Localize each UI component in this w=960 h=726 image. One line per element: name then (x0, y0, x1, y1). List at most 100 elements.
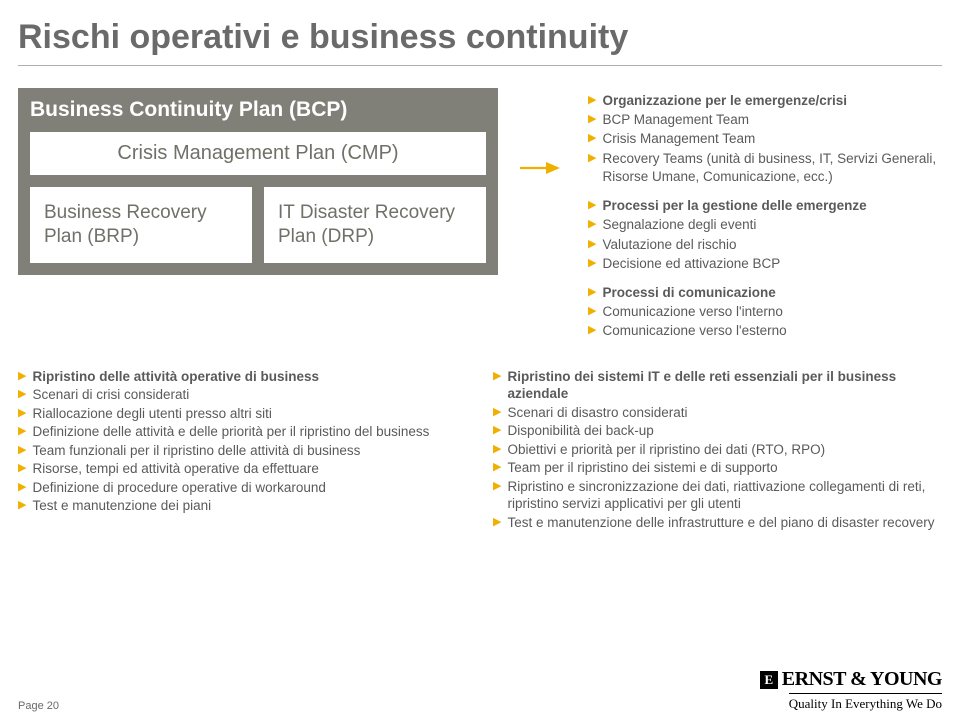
bullet-icon: ▶ (588, 111, 596, 129)
list-item-text: BCP Management Team (602, 111, 942, 129)
bullet-icon: ▶ (588, 284, 596, 302)
list-item-text: Team funzionali per il ripristino delle … (32, 442, 467, 460)
bullet-icon: ▶ (588, 197, 596, 215)
list-item-text: Scenari di crisi considerati (32, 386, 467, 404)
bullet-icon: ▶ (18, 423, 26, 441)
list-item-text: Crisis Management Team (602, 130, 942, 148)
bullet-icon: ▶ (588, 130, 596, 148)
list-item-text: Processi di comunicazione (602, 284, 942, 302)
list-item-text: Disponibilità dei back-up (507, 422, 942, 440)
cmp-box: Crisis Management Plan (CMP) (30, 132, 486, 175)
list-item-text: Test e manutenzione dei piani (32, 497, 467, 515)
bullet-icon: ▶ (493, 422, 501, 440)
list-item-text: Team per il ripristino dei sistemi e di … (507, 459, 942, 477)
bcp-diagram: Business Continuity Plan (BCP) Crisis Ma… (18, 88, 498, 342)
list-item: ▶ Test e manutenzione dei piani (18, 497, 467, 515)
bullet-icon: ▶ (588, 255, 596, 273)
list-item: ▶ Disponibilità dei back-up (493, 422, 942, 440)
list-item: ▶ Organizzazione per le emergenze/crisi (588, 92, 942, 110)
ey-logo: E ERNST & YOUNG (760, 668, 942, 691)
ey-tagline: Quality In Everything We Do (789, 693, 942, 712)
bullet-icon: ▶ (18, 479, 26, 497)
list-item-text: Riallocazione degli utenti presso altri … (32, 405, 467, 423)
list-item-text: Definizione delle attività e delle prior… (32, 423, 467, 441)
ey-logo-block: E ERNST & YOUNG Quality In Everything We… (760, 668, 942, 712)
list-item-text: Valutazione del rischio (602, 236, 942, 254)
list-item: ▶ Processi di comunicazione (588, 284, 942, 302)
list-item: ▶ Comunicazione verso l'esterno (588, 322, 942, 340)
bottom-right-col: ▶Ripristino dei sistemi IT e delle reti … (493, 368, 942, 533)
bullet-icon: ▶ (493, 478, 501, 513)
page-title: Rischi operativi e business continuity (0, 0, 960, 65)
top-row: Business Continuity Plan (BCP) Crisis Ma… (0, 88, 960, 342)
bullet-icon: ▶ (588, 216, 596, 234)
list-item: ▶ BCP Management Team (588, 111, 942, 129)
list-item: ▶ Test e manutenzione delle infrastruttur… (493, 514, 942, 532)
bullet-icon: ▶ (18, 497, 26, 515)
list-item: ▶ Scenari di disastro considerati (493, 404, 942, 422)
bottom-left-col: ▶ Ripristino delle attività operative di … (18, 368, 467, 533)
bullet-icon: ▶ (18, 442, 26, 460)
bullet-icon: ▶ (493, 404, 501, 422)
list-item: ▶ Risorse, tempi ed attività operative da… (18, 460, 467, 478)
list-item: ▶ Valutazione del rischio (588, 236, 942, 254)
list-item-text: Organizzazione per le emergenze/crisi (602, 92, 942, 110)
list-item-text: Decisione ed attivazione BCP (602, 255, 942, 273)
list-item: ▶ Obiettivi e priorità per il ripristino … (493, 441, 942, 459)
bullet-icon: ▶ (493, 459, 501, 477)
group-gap (588, 187, 942, 197)
bullet-icon: ▶ (588, 303, 596, 321)
list-item-text: Ripristino e sincronizzazione dei dati, … (507, 478, 942, 513)
list-item-text: Risorse, tempi ed attività operative da … (32, 460, 467, 478)
bullet-icon: ▶ (18, 405, 26, 423)
group-gap (588, 274, 942, 284)
bottom-row: ▶ Ripristino delle attività operative di … (0, 342, 960, 533)
bullet-icon: ▶ (588, 150, 596, 186)
list-item-text: Test e manutenzione delle infrastrutture… (507, 514, 942, 532)
footer: Page 20 E ERNST & YOUNG Quality In Every… (18, 668, 942, 712)
list-item: ▶ Riallocazione degli utenti presso altri… (18, 405, 467, 423)
list-item-text: Segnalazione degli eventi (602, 216, 942, 234)
list-item: ▶ Ripristino delle attività operative di … (18, 368, 467, 386)
list-item: ▶ Team per il ripristino dei sistemi e di… (493, 459, 942, 477)
bullet-icon: ▶ (18, 386, 26, 404)
page-number: Page 20 (18, 700, 59, 712)
list-item-text: Definizione di procedure operative di wo… (32, 479, 467, 497)
list-item: ▶ Definizione di procedure operative di w… (18, 479, 467, 497)
bullet-icon: ▶ (588, 322, 596, 340)
bcp-box-title: Business Continuity Plan (BCP) (30, 98, 486, 122)
list-item: ▶ Comunicazione verso l'interno (588, 303, 942, 321)
list-item-text: Ripristino dei sistemi IT e delle reti e… (507, 368, 942, 403)
arrow-to-side (518, 88, 568, 342)
list-item: ▶ Scenari di crisi considerati (18, 386, 467, 404)
title-divider (18, 65, 942, 66)
bullet-icon: ▶ (18, 460, 26, 478)
list-item-text: Comunicazione verso l'esterno (602, 322, 942, 340)
list-item-text: Comunicazione verso l'interno (602, 303, 942, 321)
list-item-text: Recovery Teams (unità di business, IT, S… (602, 150, 942, 186)
list-item: ▶Recovery Teams (unità di business, IT, … (588, 150, 942, 186)
list-item-text: Processi per la gestione delle emergenze (602, 197, 942, 215)
bullet-icon: ▶ (493, 368, 501, 403)
bullet-icon: ▶ (493, 514, 501, 532)
bullet-icon: ▶ (588, 236, 596, 254)
drp-box: IT Disaster Recovery Plan (DRP) (264, 187, 486, 263)
bcp-outer-box: Business Continuity Plan (BCP) Crisis Ma… (18, 88, 498, 275)
list-item: ▶ Team funzionali per il ripristino delle… (18, 442, 467, 460)
ey-logo-name: ERNST & YOUNG (782, 668, 942, 691)
list-item: ▶Ripristino dei sistemi IT e delle reti … (493, 368, 942, 403)
side-list: ▶ Organizzazione per le emergenze/crisi ▶ B… (588, 88, 942, 342)
list-item-text: Ripristino delle attività operative di b… (32, 368, 467, 386)
bullet-icon: ▶ (493, 441, 501, 459)
list-item: ▶ Decisione ed attivazione BCP (588, 255, 942, 273)
bullet-icon: ▶ (588, 92, 596, 110)
list-item: ▶ Definizione delle attività e delle prio… (18, 423, 467, 441)
bullet-icon: ▶ (18, 368, 26, 386)
list-item: ▶ Segnalazione degli eventi (588, 216, 942, 234)
list-item-text: Scenari di disastro considerati (507, 404, 942, 422)
sub-row: Business Recovery Plan (BRP) IT Disaster… (30, 187, 486, 263)
list-item: ▶ Processi per la gestione delle emergenz… (588, 197, 942, 215)
list-item-text: Obiettivi e priorità per il ripristino d… (507, 441, 942, 459)
list-item: ▶ Crisis Management Team (588, 130, 942, 148)
brp-box: Business Recovery Plan (BRP) (30, 187, 252, 263)
